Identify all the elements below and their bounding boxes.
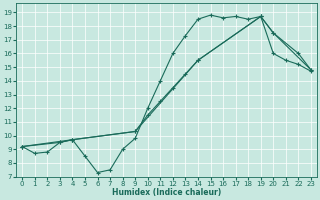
X-axis label: Humidex (Indice chaleur): Humidex (Indice chaleur) [112, 188, 221, 197]
